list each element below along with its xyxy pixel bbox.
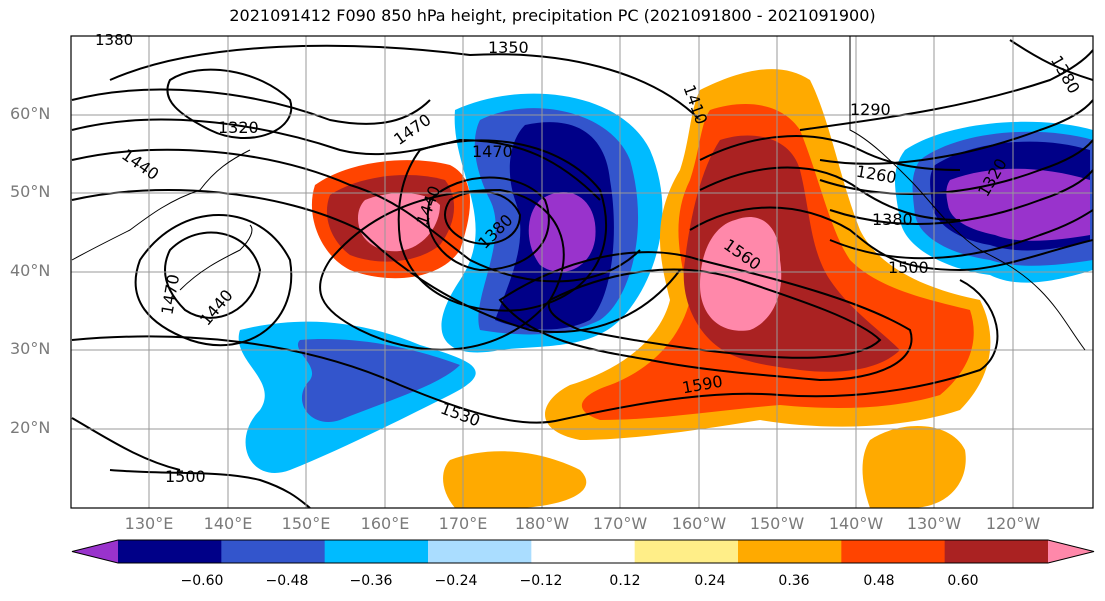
height-contours: [71, 39, 1093, 508]
lon-label: 180°W: [514, 514, 570, 533]
colorbar-label: 0.48: [863, 573, 895, 589]
lon-label: 170°E: [438, 514, 488, 533]
contour-label: 1500: [888, 258, 929, 277]
precip-pos-blob-east-4: [700, 216, 782, 331]
map-field: [71, 39, 1093, 508]
colorbar-label: 0.60: [947, 573, 979, 589]
colorbar-segment: [738, 540, 842, 563]
precip-neg-blob-central-4: [528, 192, 596, 272]
coastlines: [71, 36, 1086, 351]
colorbar-outline: [71, 539, 1095, 564]
lon-label: 140°W: [828, 514, 884, 533]
colorbar-segment: [634, 540, 739, 563]
lon-label: 150°E: [281, 514, 331, 533]
lon-label: 130°E: [124, 514, 174, 533]
colorbar-segment: [841, 540, 946, 563]
colorbar-label: −0.48: [265, 573, 309, 589]
contour-label: 1290: [850, 100, 891, 119]
colorbar-segment: [1048, 540, 1094, 563]
contour-label: 1470: [472, 142, 513, 161]
colorbar-label: 0.12: [609, 573, 641, 589]
map-frame: [70, 35, 1094, 509]
colorbar-segment: [324, 540, 429, 563]
lat-label: 50°N: [10, 182, 51, 201]
colorbar-label: −0.36: [349, 573, 393, 589]
contour-label: 1380: [95, 31, 134, 49]
colorbar-label: −0.60: [180, 573, 224, 589]
lon-label: 150°W: [749, 514, 805, 533]
lat-label: 60°N: [10, 104, 51, 123]
colorbar-segment: [428, 540, 532, 563]
lon-label: 160°W: [671, 514, 727, 533]
map-title: 2021091412 F090 850 hPa height, precipit…: [229, 6, 876, 25]
precip-neg-band-sw-2: [297, 339, 460, 422]
lon-label: 160°E: [360, 514, 410, 533]
contour-label: 1320: [218, 118, 259, 137]
precip-pos-blob-south: [443, 451, 587, 508]
colorbar-segment: [72, 540, 118, 563]
colorbar-label: 0.24: [694, 573, 726, 589]
graticule: [71, 36, 1093, 508]
lat-label: 20°N: [10, 418, 51, 437]
colorbar-label: −0.24: [434, 573, 478, 589]
colorbar-label: 0.36: [778, 573, 810, 589]
colorbar-segment: [221, 540, 326, 563]
colorbar-segment: [944, 540, 1049, 563]
lon-label: 140°E: [203, 514, 253, 533]
colorbar-segment: [118, 540, 222, 563]
colorbar-label: −0.12: [519, 573, 563, 589]
colorbar-segment: [531, 540, 636, 563]
contour-label: 1380: [872, 210, 913, 229]
lat-label: 40°N: [10, 261, 51, 280]
contour-label: 1350: [488, 38, 529, 57]
lon-label: 170°W: [592, 514, 648, 533]
colorbar: [71, 539, 1095, 564]
lon-label: 130°W: [906, 514, 962, 533]
lat-label: 30°N: [10, 339, 51, 358]
precip-pos-blob-south-2: [862, 426, 966, 508]
lon-label: 120°W: [985, 514, 1041, 533]
contour-label: 1500: [165, 467, 206, 486]
